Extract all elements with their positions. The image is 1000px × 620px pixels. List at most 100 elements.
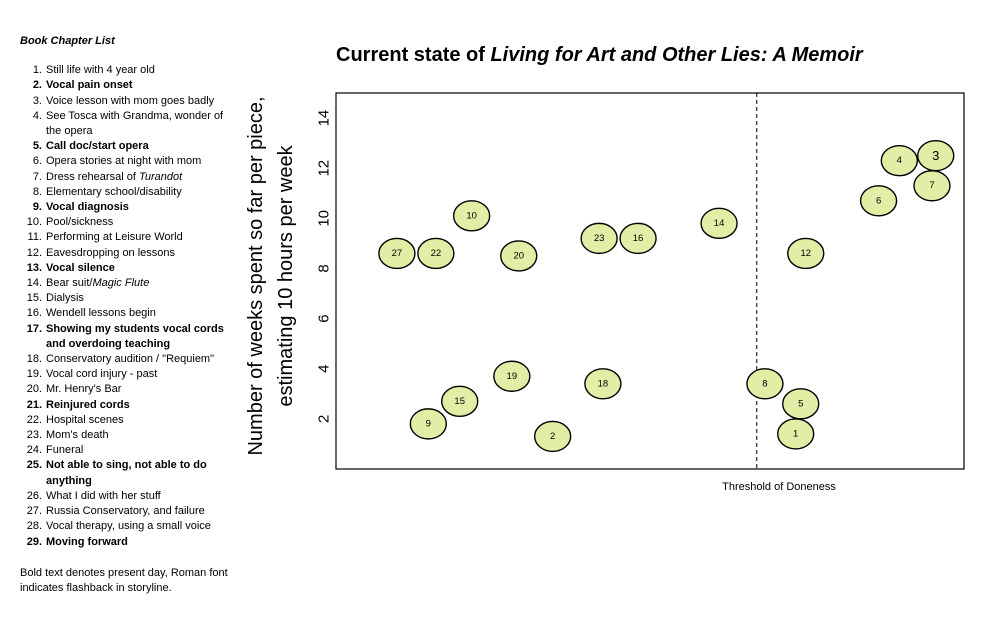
chapter-item: 5. Call doc/start opera <box>20 139 235 154</box>
chapter-bubble: 16 <box>619 222 657 255</box>
chapter-title: Wendell lessons begin <box>46 306 235 321</box>
bubble-label: 7 <box>929 180 934 191</box>
chapter-number: 27. <box>26 505 42 518</box>
bubble-label: 23 <box>594 233 605 244</box>
chapter-title: Moving forward <box>46 535 235 550</box>
chapter-bubble: 6 <box>859 185 898 217</box>
bubble-marker <box>580 222 618 255</box>
chapter-bubble: 15 <box>441 385 479 418</box>
chapter-title-part: Not able to sing, not able to do anythin… <box>46 459 207 487</box>
chapter-bubble: 19 <box>493 360 531 392</box>
chapter-item: 18. Conservatory audition / "Requiem" <box>20 352 235 367</box>
bubble-label: 2 <box>550 431 555 442</box>
chapter-title: Vocal diagnosis <box>46 200 235 215</box>
chapter-sidebar: Book Chapter List 1. Still life with 4 ye… <box>20 34 235 597</box>
chart-title: Current state of Living for Art and Othe… <box>336 44 863 67</box>
chapter-number: 11. <box>27 231 42 244</box>
chapter-title-part: Russia Conservatory, and failure <box>46 505 205 518</box>
chapter-title: Funeral <box>46 443 235 458</box>
chapter-number: 15. <box>26 292 42 305</box>
bubble-label: 4 <box>897 155 902 166</box>
bubble-label: 6 <box>876 195 881 206</box>
bubble-label: 15 <box>454 396 465 407</box>
bubble-marker <box>782 388 820 420</box>
chapter-item: 9. Vocal diagnosis <box>20 200 235 215</box>
bubble-marker <box>584 368 622 400</box>
chapter-item: 19. Vocal cord injury - past <box>20 367 235 382</box>
chapter-number: 10. <box>26 216 42 229</box>
chapter-item: 2. Vocal pain onset <box>20 78 235 93</box>
chapter-item: 21. Reinjured cords <box>20 398 235 413</box>
chapter-number: 18. <box>26 353 42 366</box>
bubble-marker <box>378 237 416 270</box>
bubble-marker <box>700 207 738 240</box>
bubble-label: 19 <box>507 371 518 382</box>
chapter-item: 17. Showing my students vocal cords and o… <box>20 322 235 352</box>
chapter-title-part: Vocal therapy, using a small voice <box>46 520 211 533</box>
chart-title-book: Living for Art and Other Lies: A Memoir <box>490 44 863 66</box>
chapter-number: 5. <box>32 140 42 153</box>
y-axis-ticks: 2 4 6 8 10 12 14 <box>316 110 333 423</box>
chapter-item: 14. Bear suit/Magic Flute <box>20 276 235 291</box>
chapter-title-part: Conservatory audition / "Requiem" <box>46 353 215 366</box>
bubble-marker <box>409 408 448 440</box>
chapter-item: 10. Pool/sickness <box>20 215 235 230</box>
chapter-item: 7. Dress rehearsal of Turandot <box>20 170 235 185</box>
chapter-bubble: 20 <box>500 240 538 272</box>
bubble-marker <box>859 185 898 217</box>
chapter-bubble: 22 <box>417 237 455 270</box>
chapter-title-part: Still life with 4 year old <box>46 64 155 77</box>
chapter-title-part: Elementary school/disability <box>46 185 182 198</box>
chapter-title-part: Bear suit/ <box>46 277 93 290</box>
chapter-title-part: See Tosca with Grandma, wonder of the op… <box>46 109 224 138</box>
y-axis-label-line-1: Number of weeks spent so far per piece, <box>245 96 267 455</box>
chapter-bubble: 10 <box>452 200 491 232</box>
chapter-title: Hospital scenes <box>46 413 235 428</box>
bubble-label: 14 <box>714 218 725 229</box>
y-tick-label: 6 <box>316 314 333 322</box>
bubble-marker <box>452 200 491 232</box>
chapter-title-part: Moving forward <box>46 535 128 548</box>
chapter-number: 7. <box>32 170 42 183</box>
bubble-marker <box>619 222 657 255</box>
bubble-label: 16 <box>633 233 644 244</box>
chapter-bubble: 18 <box>584 368 622 400</box>
chapter-title: Reinjured cords <box>46 398 235 413</box>
plot-frame <box>335 92 965 470</box>
chapter-title-part: Mom's death <box>46 429 109 442</box>
chapter-item: 1. Still life with 4 year old <box>20 63 235 78</box>
chapter-item: 24. Funeral <box>20 443 235 458</box>
chapter-number: 2. <box>32 79 42 92</box>
chapter-title-part: Vocal diagnosis <box>46 201 129 214</box>
chapter-bubble: 9 <box>409 408 448 440</box>
bubble-label: 5 <box>798 398 803 409</box>
chapter-bubble: 14 <box>700 207 738 240</box>
chapter-bubble: 23 <box>580 222 618 255</box>
chapter-item: 8. Elementary school/disability <box>20 185 235 200</box>
chapter-bubble: 12 <box>787 237 825 270</box>
chapter-number: 21. <box>26 398 42 411</box>
chapter-item: 27. Russia Conservatory, and failure <box>20 504 235 519</box>
chapter-item: 13. Vocal silence <box>20 261 235 276</box>
chapter-title-part: Call doc/start opera <box>46 140 149 153</box>
chapter-item: 23. Mom's death <box>20 428 235 443</box>
chapter-title-part: Pool/sickness <box>46 216 114 229</box>
chapter-title: Dress rehearsal of Turandot <box>46 170 235 185</box>
y-axis-label-line-2: estimating 10 hours per week <box>275 144 297 406</box>
chapter-title: Dialysis <box>46 291 235 306</box>
chapter-title: Vocal therapy, using a small voice <box>46 519 235 534</box>
chapter-title: Opera stories at night with mom <box>46 154 235 169</box>
chapter-title: Showing my students vocal cords and over… <box>46 322 235 352</box>
y-tick-label: 4 <box>316 365 333 373</box>
chapter-number: 19. <box>26 368 42 381</box>
chapter-number: 13. <box>26 261 42 274</box>
chapter-item: 15. Dialysis <box>20 291 235 306</box>
chapter-item: 11. Performing at Leisure World <box>20 230 235 245</box>
bubble-marker <box>880 144 919 177</box>
chapter-title: Russia Conservatory, and failure <box>46 504 235 519</box>
bubble-label: 12 <box>800 248 811 259</box>
threshold-label: Threshold of Doneness <box>722 481 836 493</box>
chapter-title-part: Dialysis <box>46 292 84 305</box>
chapter-number: 3. <box>32 94 42 107</box>
